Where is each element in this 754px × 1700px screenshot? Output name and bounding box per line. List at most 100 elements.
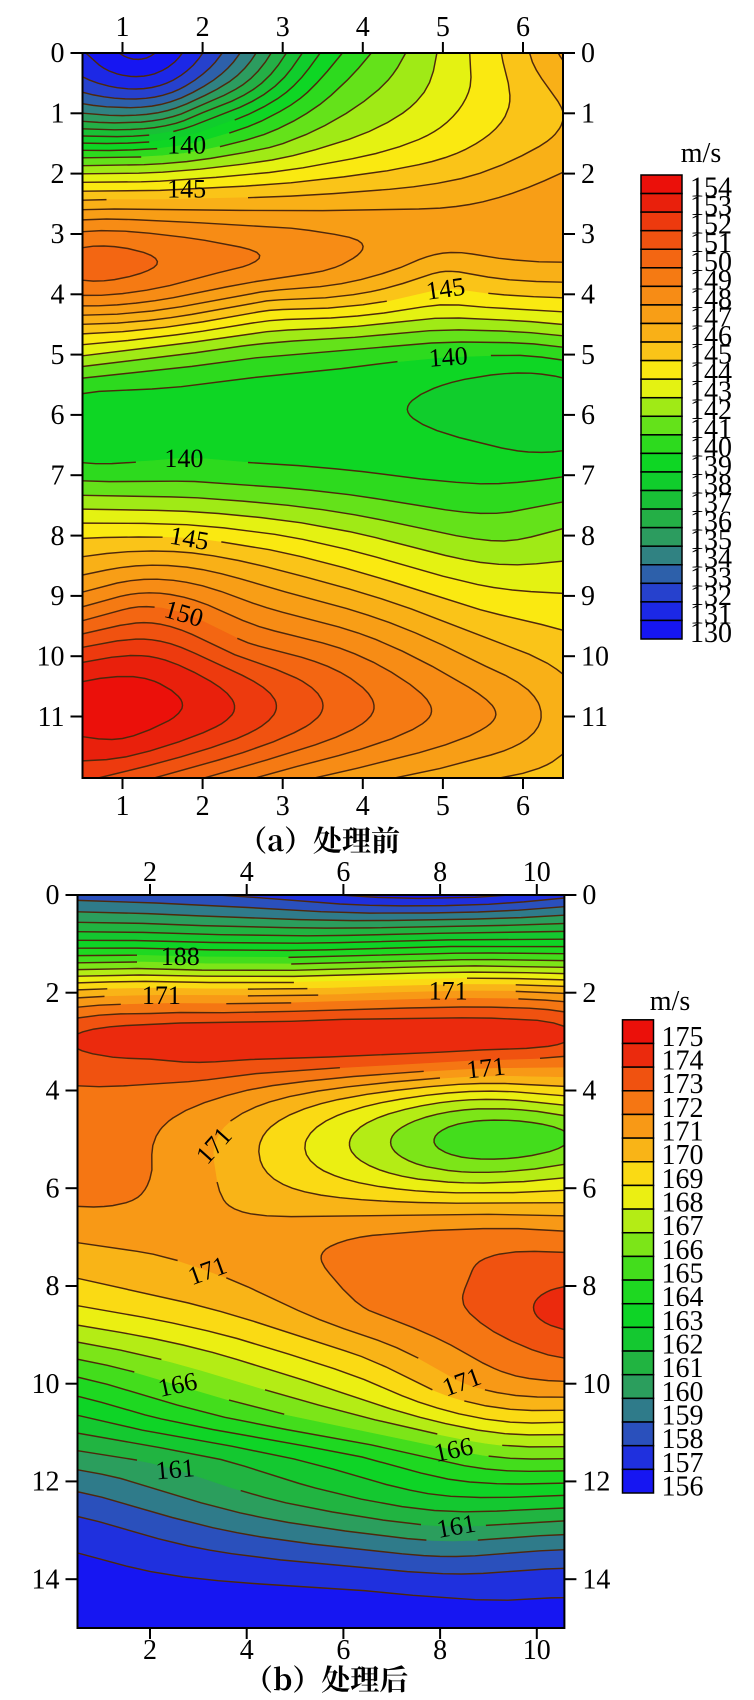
svg-text:4: 4	[51, 280, 65, 311]
svg-text:10: 10	[581, 641, 609, 672]
svg-text:8: 8	[51, 521, 65, 552]
svg-text:174: 174	[662, 1046, 704, 1077]
svg-text:171: 171	[142, 981, 181, 1010]
svg-text:4: 4	[582, 1076, 596, 1107]
svg-text:5: 5	[581, 340, 595, 371]
svg-text:4: 4	[46, 1076, 60, 1107]
svg-text:140: 140	[428, 341, 469, 373]
svg-text:161: 161	[662, 1353, 704, 1384]
svg-text:148: 148	[690, 284, 732, 315]
svg-text:9: 9	[581, 581, 595, 612]
svg-text:2: 2	[143, 1635, 157, 1666]
svg-text:132: 132	[690, 581, 732, 612]
svg-text:145: 145	[690, 340, 732, 371]
svg-text:168: 168	[662, 1188, 704, 1219]
svg-text:1: 1	[116, 791, 130, 822]
svg-text:145: 145	[168, 521, 211, 556]
svg-text:6: 6	[336, 857, 350, 888]
svg-text:8: 8	[46, 1271, 60, 1302]
svg-text:150: 150	[690, 247, 732, 278]
svg-text:153: 153	[690, 191, 732, 222]
svg-text:11: 11	[581, 702, 608, 733]
svg-text:10: 10	[523, 1635, 551, 1666]
svg-text:152: 152	[690, 210, 732, 241]
svg-text:159: 159	[662, 1400, 704, 1431]
svg-text:5: 5	[436, 12, 450, 43]
svg-text:131: 131	[690, 599, 732, 630]
svg-text:146: 146	[690, 321, 732, 352]
svg-text:0: 0	[581, 38, 595, 69]
svg-text:10: 10	[582, 1369, 610, 1400]
svg-text:10: 10	[32, 1369, 60, 1400]
svg-text:m/s: m/s	[650, 986, 690, 1017]
svg-text:165: 165	[662, 1259, 704, 1290]
svg-text:140: 140	[167, 130, 206, 159]
svg-text:145: 145	[167, 175, 206, 204]
svg-text:14: 14	[582, 1564, 610, 1595]
svg-text:163: 163	[662, 1306, 704, 1337]
svg-text:147: 147	[690, 302, 732, 333]
svg-text:11: 11	[38, 702, 65, 733]
svg-text:154: 154	[690, 173, 732, 204]
svg-text:134: 134	[690, 544, 732, 575]
svg-text:161: 161	[434, 1509, 477, 1544]
svg-text:142: 142	[690, 395, 732, 426]
svg-text:137: 137	[690, 488, 732, 519]
svg-text:139: 139	[690, 451, 732, 482]
svg-text:3: 3	[276, 791, 290, 822]
svg-text:2: 2	[51, 159, 65, 190]
svg-text:2: 2	[196, 12, 210, 43]
svg-text:10: 10	[37, 641, 65, 672]
svg-text:3: 3	[51, 219, 65, 250]
svg-text:6: 6	[516, 791, 530, 822]
svg-text:12: 12	[582, 1467, 610, 1498]
svg-text:8: 8	[582, 1271, 596, 1302]
svg-text:160: 160	[662, 1377, 704, 1408]
svg-text:164: 164	[662, 1282, 704, 1313]
svg-text:6: 6	[336, 1635, 350, 1666]
svg-text:6: 6	[46, 1174, 60, 1205]
svg-text:8: 8	[433, 857, 447, 888]
svg-text:136: 136	[690, 507, 732, 538]
svg-text:1: 1	[51, 99, 65, 130]
svg-text:2: 2	[143, 857, 157, 888]
svg-text:1: 1	[581, 99, 595, 130]
svg-text:m/s: m/s	[681, 138, 721, 169]
svg-text:171: 171	[429, 977, 468, 1006]
svg-text:141: 141	[690, 414, 732, 445]
svg-text:167: 167	[662, 1211, 704, 1242]
svg-text:170: 170	[662, 1140, 704, 1171]
svg-text:2: 2	[196, 791, 210, 822]
svg-text:173: 173	[662, 1069, 704, 1100]
svg-text:5: 5	[51, 340, 65, 371]
svg-text:0: 0	[582, 880, 596, 911]
svg-text:3: 3	[581, 219, 595, 250]
svg-text:10: 10	[523, 857, 551, 888]
svg-text:4: 4	[581, 280, 595, 311]
svg-text:6: 6	[51, 400, 65, 431]
svg-text:6: 6	[516, 12, 530, 43]
svg-text:157: 157	[662, 1448, 704, 1479]
svg-text:7: 7	[581, 461, 595, 492]
svg-text:169: 169	[662, 1164, 704, 1195]
svg-text:5: 5	[436, 791, 450, 822]
svg-text:0: 0	[46, 880, 60, 911]
svg-text:145: 145	[424, 272, 467, 306]
svg-text:0: 0	[51, 38, 65, 69]
svg-text:2: 2	[581, 159, 595, 190]
svg-text:156: 156	[662, 1471, 704, 1502]
svg-text:158: 158	[662, 1424, 704, 1455]
svg-text:12: 12	[32, 1467, 60, 1498]
svg-text:7: 7	[51, 461, 65, 492]
svg-text:171: 171	[465, 1052, 507, 1085]
svg-text:175: 175	[662, 1022, 704, 1053]
svg-text:4: 4	[356, 12, 370, 43]
svg-text:138: 138	[690, 470, 732, 501]
svg-text:6: 6	[581, 400, 595, 431]
svg-text:4: 4	[240, 857, 254, 888]
svg-text:130: 130	[690, 618, 732, 649]
svg-text:133: 133	[690, 562, 732, 593]
svg-text:188: 188	[161, 942, 200, 971]
svg-text:151: 151	[690, 228, 732, 259]
svg-text:135: 135	[690, 525, 732, 556]
